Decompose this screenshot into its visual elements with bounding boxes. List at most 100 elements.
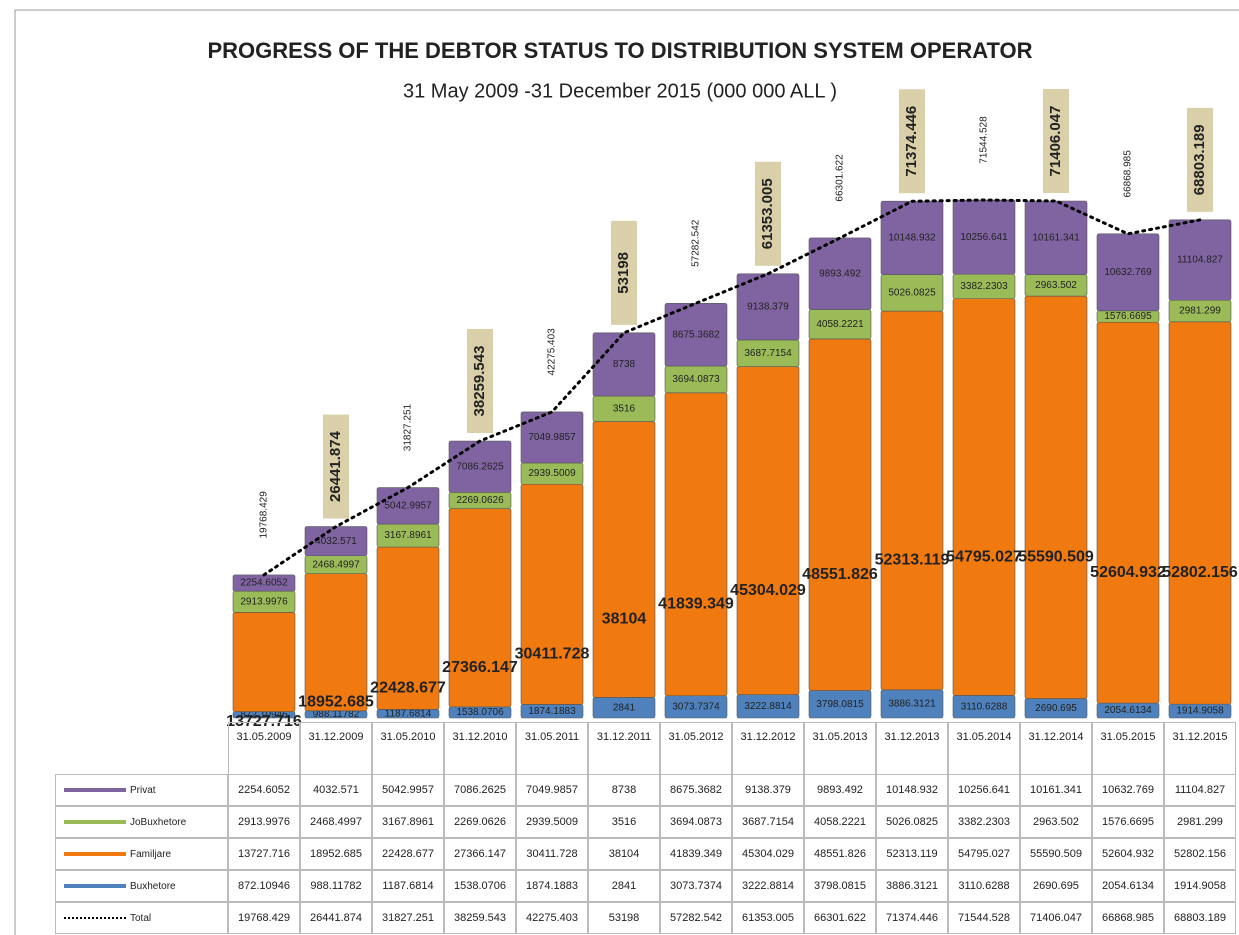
table-cell: 3382.2303: [948, 806, 1020, 838]
data-label: 2939.5009: [528, 468, 576, 479]
table-cell: 30411.728: [516, 838, 588, 870]
data-label: 2690.695: [1035, 703, 1077, 714]
data-label: 5026.0825: [888, 288, 936, 299]
total-label: 31827.251: [403, 403, 414, 451]
table-cell: 2690.695: [1020, 870, 1092, 902]
bar-segment: [304, 573, 368, 712]
data-label: 52802.156: [1162, 564, 1238, 581]
frame: [14, 9, 1239, 935]
table-cell: 7049.9857: [516, 774, 588, 806]
data-label: 872.10946: [240, 709, 288, 720]
table-cell: 3073.7374: [660, 870, 732, 902]
table-cell: 2841: [588, 870, 660, 902]
bar-segment: [736, 366, 800, 695]
data-label: 10161.341: [1032, 232, 1080, 243]
table-cell: 31827.251: [372, 902, 444, 934]
table-cell: 3110.6288: [948, 870, 1020, 902]
label-box: [755, 161, 781, 266]
data-label: 5042.9957: [384, 500, 432, 511]
legend-entry: JoBuxhetore: [55, 806, 228, 838]
data-label: 2963.502: [1035, 280, 1077, 291]
x-tick-label: 31.05.2014: [948, 722, 1020, 774]
bar-segment: [664, 392, 728, 697]
table-cell: 9138.379: [732, 774, 804, 806]
legend-swatch: [64, 820, 126, 824]
data-label: 3886.3121: [888, 699, 936, 710]
data-label: 27366.147: [442, 659, 518, 676]
bar-segment: [232, 611, 296, 712]
data-label: 11104.827: [1177, 255, 1223, 266]
total-label: 71544.528: [979, 116, 990, 164]
total-label: 38259.543: [471, 346, 488, 417]
table-cell: 52604.932: [1092, 838, 1164, 870]
chart-title: PROGRESS OF THE DEBTOR STATUS TO DISTRIB…: [207, 38, 1032, 63]
table-cell: 52802.156: [1164, 838, 1236, 870]
legend-label: Buxhetore: [130, 880, 176, 892]
label-box: [899, 89, 925, 194]
table-cell: 26441.874: [300, 902, 372, 934]
data-label: 52604.932: [1090, 564, 1166, 581]
bar-segment: [1168, 321, 1232, 705]
x-tick-label: 31.12.2009: [300, 722, 372, 774]
legend-entry: Buxhetore: [55, 870, 228, 902]
table-cell: 3886.3121: [876, 870, 948, 902]
data-label: 18952.685: [298, 693, 374, 710]
data-label: 54795.027: [946, 548, 1022, 565]
table-cell: 61353.005: [732, 902, 804, 934]
table-cell: 41839.349: [660, 838, 732, 870]
x-tick-label: 31.05.2009: [228, 722, 300, 774]
data-label: 10148.932: [888, 233, 936, 244]
table-cell: 66868.985: [1092, 902, 1164, 934]
total-label: 53198: [615, 252, 632, 294]
chart-subtitle: 31 May 2009 -31 December 2015 (000 000 A…: [403, 80, 837, 102]
table-cell: 57282.542: [660, 902, 732, 934]
x-tick-label: 31.12.2012: [732, 722, 804, 774]
table-cell: 1187.6814: [372, 870, 444, 902]
table-cell: 9893.492: [804, 774, 876, 806]
total-label: 61353.005: [759, 178, 776, 249]
table-cell: 1914.9058: [1164, 870, 1236, 902]
data-label: 8675.3682: [672, 329, 720, 340]
x-tick-label: 31.12.2013: [876, 722, 948, 774]
data-label: 4032.571: [315, 536, 357, 547]
x-tick-label: 31.05.2013: [804, 722, 876, 774]
data-label: 30411.728: [515, 646, 590, 663]
data-label: 48551.826: [802, 566, 878, 583]
data-label: 9138.379: [747, 302, 789, 313]
legend-entry: Total: [55, 902, 228, 934]
table-cell: 5042.9957: [372, 774, 444, 806]
data-label: 3167.8961: [384, 530, 432, 541]
data-label: 52313.119: [875, 552, 950, 569]
bar-segment: [1024, 295, 1088, 699]
table-cell: 2963.502: [1020, 806, 1092, 838]
table-cell: 48551.826: [804, 838, 876, 870]
table-cell: 988.11782: [300, 870, 372, 902]
label-box: [1187, 107, 1213, 212]
data-label: 2468.4997: [312, 559, 360, 570]
table-cell: 8675.3682: [660, 774, 732, 806]
table-cell: 53198: [588, 902, 660, 934]
table-cell: 71544.528: [948, 902, 1020, 934]
table-cell: 2981.299: [1164, 806, 1236, 838]
table-cell: 3516: [588, 806, 660, 838]
data-label: 1576.6695: [1104, 311, 1152, 322]
table-cell: 2913.9976: [228, 806, 300, 838]
data-label: 7086.2625: [456, 461, 504, 472]
table-cell: 1874.1883: [516, 870, 588, 902]
data-label: 1187.6814: [385, 708, 432, 719]
total-label: 66301.622: [835, 154, 846, 202]
total-label: 66868.985: [1123, 150, 1134, 198]
table-cell: 10256.641: [948, 774, 1020, 806]
table-cell: 2939.5009: [516, 806, 588, 838]
data-label: 3382.2303: [960, 281, 1008, 292]
legend-label: Total: [130, 912, 152, 924]
data-label: 22428.677: [370, 679, 446, 696]
x-tick-label: 31.12.2011: [588, 722, 660, 774]
legend-swatch: [64, 852, 126, 856]
x-tick-label: 31.12.2015: [1164, 722, 1236, 774]
data-label: 45304.029: [730, 582, 806, 599]
legend-swatch: [64, 788, 126, 792]
total-label: 19768.429: [259, 491, 270, 539]
table-cell: 13727.716: [228, 838, 300, 870]
x-tick-label: 31.12.2010: [444, 722, 516, 774]
